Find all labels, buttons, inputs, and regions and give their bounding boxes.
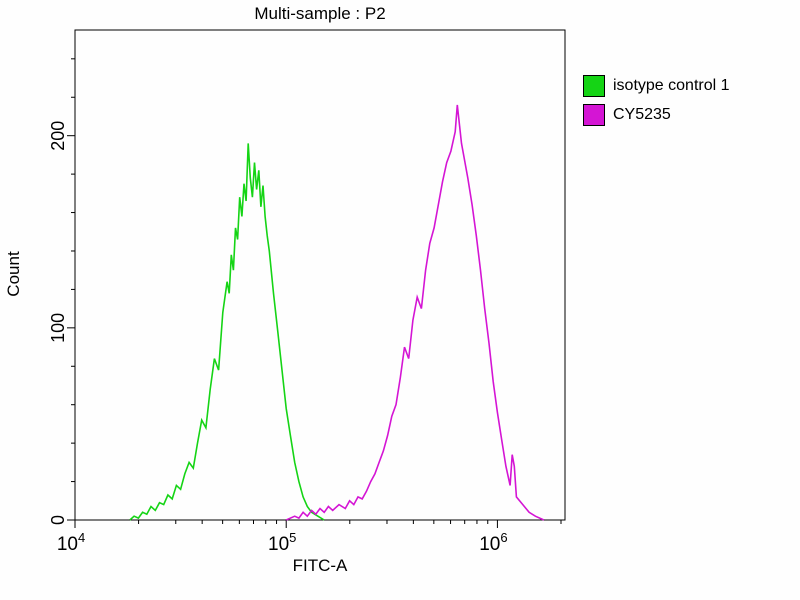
chart-title: Multi-sample : P2 [254, 4, 386, 23]
legend-label: isotype control 1 [613, 77, 730, 94]
x-axis-label: FITC-A [292, 556, 348, 575]
x-tick-label: 104 [57, 530, 85, 555]
y-tick-label: 200 [48, 121, 68, 151]
x-tick-label: 106 [479, 530, 507, 555]
legend-label: CY5235 [613, 106, 671, 123]
legend-item-cy5235: CY5235 [583, 104, 730, 126]
plot-border [74, 29, 566, 521]
x-tick-label: 105 [268, 530, 296, 555]
legend-swatch-1 [583, 104, 605, 126]
legend-swatch-0 [583, 75, 605, 97]
y-tick-label: 0 [48, 515, 68, 525]
series-line-1 [285, 104, 545, 521]
series-line-0 [129, 143, 325, 521]
legend-item-isotype-control: isotype control 1 [583, 75, 730, 97]
y-tick-label: 100 [48, 313, 68, 343]
legend: isotype control 1 CY5235 [583, 75, 730, 133]
